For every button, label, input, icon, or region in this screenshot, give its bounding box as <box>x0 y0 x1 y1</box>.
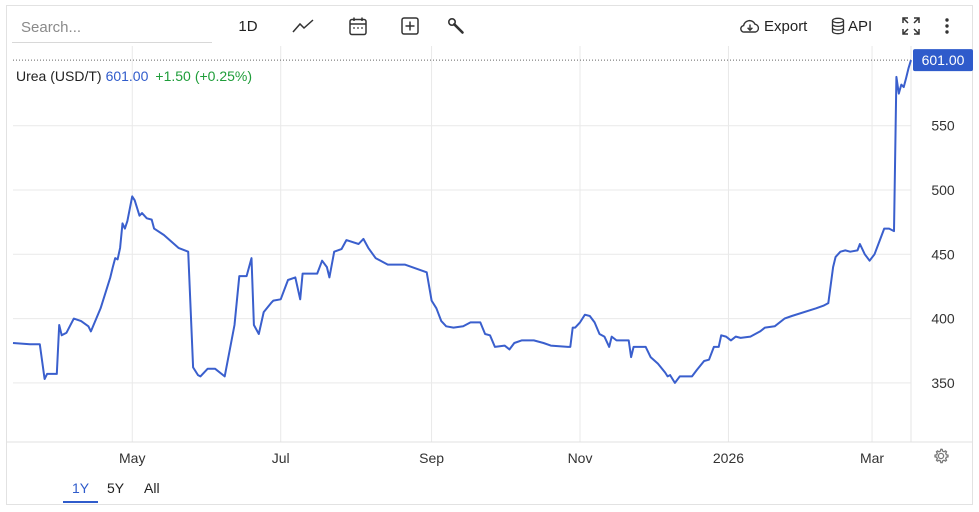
database-icon <box>831 17 845 35</box>
legend-change: +1.50 <box>155 68 191 84</box>
range-all-button[interactable]: All <box>144 480 160 496</box>
export-label: Export <box>764 17 808 35</box>
chart-widget-frame <box>6 5 973 505</box>
export-button[interactable]: Export <box>739 14 813 38</box>
more-options-button[interactable] <box>938 14 956 38</box>
price-axis-tick-label: 350 <box>931 375 955 391</box>
price-axis-tick-label: 550 <box>931 118 955 134</box>
time-axis-tick-label: 2026 <box>713 450 744 466</box>
interval-label: 1D <box>238 17 258 35</box>
more-vertical-icon <box>945 18 949 34</box>
api-label: API <box>848 17 873 35</box>
wrench-icon <box>447 17 464 34</box>
price-axis-tick-label: 400 <box>931 311 955 327</box>
time-axis-tick-label: Mar <box>860 450 884 466</box>
time-axis-tick-label: May <box>119 450 145 466</box>
add-comparison-button[interactable] <box>398 14 422 38</box>
settings-tools-button[interactable] <box>444 14 468 38</box>
range-5y-button[interactable]: 5Y <box>107 480 125 496</box>
legend-symbol: Urea (USD/T) <box>16 68 102 84</box>
date-range-button[interactable] <box>346 14 370 38</box>
legend-price: 601.00 <box>105 68 149 84</box>
chart-settings-button[interactable] <box>934 448 949 464</box>
api-button[interactable]: API <box>831 14 877 38</box>
cloud-download-icon <box>740 19 760 33</box>
chart-legend: Urea (USD/T) 601.00 +1.50 (+0.25%) <box>16 68 252 84</box>
fullscreen-icon <box>902 17 920 35</box>
range-1y-button[interactable]: 1Y <box>72 480 90 496</box>
last-price-tag-bg <box>913 49 973 72</box>
last-price-tag: 601.00 <box>913 49 973 72</box>
gear-icon <box>934 448 949 464</box>
time-axis: May Jul Sep Nov 2026 Mar <box>119 450 884 466</box>
time-axis-tick-label: Sep <box>419 450 444 466</box>
price-axis-tick-label: 500 <box>931 182 955 198</box>
legend-change-percent: (+0.25%) <box>194 68 253 84</box>
last-price-value: 601.00 <box>922 52 965 68</box>
search-input[interactable] <box>12 13 212 43</box>
calendar-icon <box>349 17 367 36</box>
add-comparison-icon <box>401 17 419 35</box>
chart-grid <box>13 46 911 442</box>
price-axis: 350 400 450 500 550 <box>931 118 955 391</box>
time-axis-tick-label: Nov <box>568 450 593 466</box>
time-axis-tick-label: Jul <box>272 450 290 466</box>
chart-toolbar: 1D Export API <box>0 0 979 52</box>
chart-type-button[interactable] <box>290 14 316 38</box>
interval-button[interactable]: 1D <box>236 14 260 38</box>
price-series-line <box>12 59 912 384</box>
selected-range-indicator <box>63 501 98 503</box>
fullscreen-button[interactable] <box>900 14 922 38</box>
price-axis-tick-label: 450 <box>931 246 955 262</box>
line-chart-icon <box>292 19 314 33</box>
